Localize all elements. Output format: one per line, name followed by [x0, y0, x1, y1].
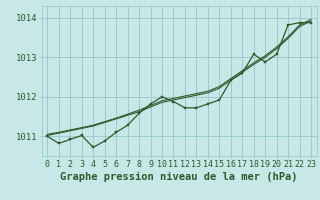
X-axis label: Graphe pression niveau de la mer (hPa): Graphe pression niveau de la mer (hPa): [60, 172, 298, 182]
